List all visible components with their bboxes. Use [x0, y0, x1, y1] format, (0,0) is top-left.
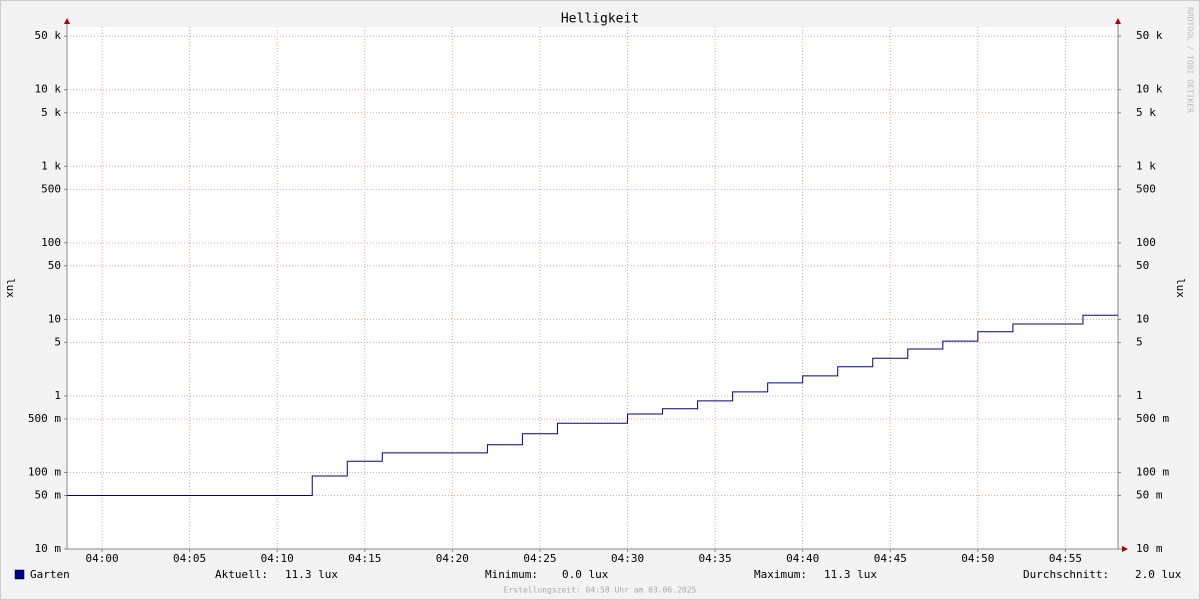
- y-tick-label: 50 k: [35, 29, 62, 42]
- y-tick-label: 500 m: [28, 412, 61, 425]
- y-tick-label: 100 m: [28, 465, 61, 478]
- x-tick-label: 04:15: [348, 552, 381, 565]
- footer: Erstellungszeit: 04:58 Uhr am 03.06.2025: [504, 586, 697, 595]
- y-tick-label: 10: [48, 312, 61, 325]
- y2-tick-label: 50: [1136, 259, 1149, 272]
- y2-tick-label: 10 k: [1136, 83, 1163, 96]
- arrow: [1122, 546, 1128, 552]
- stat-value: 2.0 lux: [1135, 568, 1182, 581]
- y-tick-label: 5 k: [41, 106, 61, 119]
- legend-swatch: [14, 569, 25, 580]
- y-tick-label: 10 k: [35, 83, 62, 96]
- y-tick-label: 50: [48, 259, 61, 272]
- stat-value: 11.3 lux: [285, 568, 338, 581]
- x-tick-label: 04:50: [961, 552, 994, 565]
- x-tick-label: 04:35: [699, 552, 732, 565]
- stat-label: Durchschnitt:: [1023, 568, 1109, 581]
- x-tick-label: 04:20: [436, 552, 469, 565]
- y2-tick-label: 10 m: [1136, 542, 1163, 555]
- x-tick-label: 04:55: [1049, 552, 1082, 565]
- y-tick-label: 10 m: [35, 542, 62, 555]
- x-tick-label: 04:05: [173, 552, 206, 565]
- y2-tick-label: 50 m: [1136, 488, 1163, 501]
- y2-axis-label: lux: [1174, 278, 1187, 298]
- stat-value: 0.0 lux: [562, 568, 609, 581]
- y-axis-label: lux: [4, 278, 17, 298]
- x-tick-label: 04:45: [874, 552, 907, 565]
- x-tick-label: 04:30: [611, 552, 644, 565]
- arrow: [1115, 18, 1121, 24]
- arrow: [64, 18, 70, 24]
- y2-tick-label: 1 k: [1136, 159, 1156, 172]
- legend-label: Garten: [30, 568, 70, 581]
- y2-tick-label: 100 m: [1136, 465, 1169, 478]
- y-tick-label: 5: [54, 335, 61, 348]
- y2-tick-label: 1: [1136, 389, 1143, 402]
- stat-label: Aktuell:: [215, 568, 268, 581]
- x-tick-label: 04:10: [261, 552, 294, 565]
- chart-title: Helligkeit: [561, 12, 639, 27]
- y-tick-label: 1 k: [41, 159, 61, 172]
- stat-value: 11.3 lux: [824, 568, 877, 581]
- stat-label: Minimum:: [485, 568, 538, 581]
- y2-tick-label: 100: [1136, 236, 1156, 249]
- y-tick-label: 500: [41, 182, 61, 195]
- y-tick-label: 50 m: [35, 488, 62, 501]
- y2-tick-label: 500 m: [1136, 412, 1169, 425]
- plot-area: [67, 27, 1118, 549]
- y2-tick-label: 5: [1136, 335, 1143, 348]
- y-tick-label: 100: [41, 236, 61, 249]
- x-tick-label: 04:40: [786, 552, 819, 565]
- y2-tick-label: 10: [1136, 312, 1149, 325]
- y2-tick-label: 500: [1136, 182, 1156, 195]
- y-tick-label: 1: [54, 389, 61, 402]
- watermark: RRDTOOL / TOBI OETIKER: [1186, 7, 1195, 113]
- data-line: [67, 314, 1118, 496]
- y2-tick-label: 50 k: [1136, 29, 1163, 42]
- stat-label: Maximum:: [754, 568, 807, 581]
- y2-tick-label: 5 k: [1136, 106, 1156, 119]
- x-tick-label: 04:00: [85, 552, 118, 565]
- x-tick-label: 04:25: [523, 552, 556, 565]
